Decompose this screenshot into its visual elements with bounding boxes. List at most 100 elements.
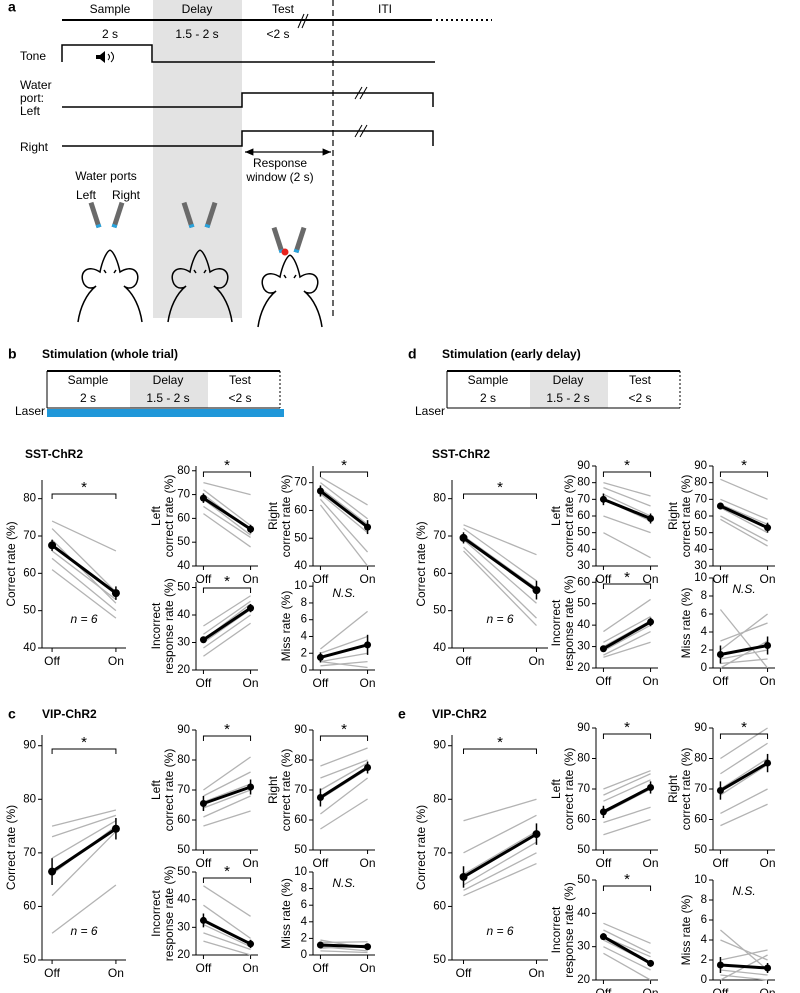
x-tick-label: On: [760, 674, 776, 688]
significance-bracket: [463, 493, 537, 499]
group-title: VIP-ChR2: [432, 707, 487, 721]
individual-line: [51, 550, 117, 600]
individual-line: [463, 550, 537, 627]
duration: <2 s: [228, 391, 251, 405]
y-tick-label: 40: [433, 642, 446, 654]
x-tick-label: On: [360, 572, 376, 586]
x-tick-label: Off: [196, 676, 212, 690]
y-axis-label: Incorrect: [149, 889, 163, 936]
mean-point: [199, 800, 207, 807]
y-tick-label: 80: [294, 754, 307, 766]
phase: Sample: [90, 2, 131, 16]
x-tick-label: Off: [713, 856, 729, 870]
y-tick-label: 70: [433, 530, 446, 542]
individual-line: [320, 941, 368, 944]
individual-line: [603, 630, 651, 656]
x-tick-label: Off: [596, 674, 612, 688]
significance-bracket: [463, 748, 537, 754]
individual-line: [203, 904, 251, 939]
phase: ITI: [378, 2, 392, 16]
port: [271, 226, 285, 254]
y-tick-label: 70: [23, 847, 36, 859]
y-tick-label: 8: [701, 590, 707, 602]
significance: *: [497, 734, 503, 751]
y-axis-label: response rate (%): [562, 575, 576, 670]
mean-line: [719, 504, 769, 530]
individual-line: [203, 783, 251, 803]
y-tick-label: 60: [577, 510, 590, 522]
individual-line: [720, 498, 768, 520]
significance-bracket: [602, 733, 652, 739]
port: [293, 226, 307, 254]
y-tick-label: 90: [177, 724, 190, 736]
individual-line: [203, 810, 251, 827]
individual-line: [603, 616, 651, 643]
x-tick-label: On: [360, 961, 376, 975]
mean-point: [247, 940, 255, 948]
mean-point: [247, 783, 255, 791]
significance: N.S.: [732, 582, 755, 596]
individual-line: [320, 950, 368, 954]
y-axis-label: Correct rate (%): [414, 521, 428, 606]
individual-line: [203, 489, 251, 527]
individual-line: [51, 569, 117, 619]
y-tick-label: 80: [177, 754, 190, 766]
y-axis-label: response rate (%): [162, 866, 176, 961]
x-tick-label: On: [243, 961, 259, 975]
x-tick-label: On: [108, 654, 124, 668]
individual-line: [720, 939, 768, 961]
individual-line: [720, 613, 768, 651]
y-tick-label: 40: [294, 560, 307, 572]
mean-point: [48, 867, 57, 876]
individual-line: [203, 789, 251, 809]
mean-point: [364, 764, 372, 771]
x-tick-label: Off: [596, 572, 612, 586]
x-tick-label: On: [108, 966, 124, 980]
y-tick-label: 80: [577, 753, 590, 765]
y-tick-label: 30: [177, 921, 190, 933]
y-tick-label: 60: [294, 504, 307, 516]
y-tick-label: 50: [23, 605, 36, 617]
y-tick-label: 20: [177, 664, 190, 676]
phase: Test: [229, 373, 252, 387]
x-tick-label: Off: [713, 986, 729, 993]
individual-line: [320, 482, 368, 520]
significance: *: [497, 479, 503, 496]
y-tick-label: 50: [577, 598, 590, 610]
y-tick-label: 70: [433, 847, 446, 859]
mean-point: [716, 961, 724, 969]
group-title: SST-ChR2: [25, 447, 83, 461]
significance-bracket: [202, 587, 252, 593]
individual-line: [720, 974, 768, 981]
x-tick-label: Off: [713, 572, 729, 586]
phase: Delay: [182, 2, 213, 16]
significance-bracket: [202, 735, 252, 741]
y-tick-label: 40: [577, 619, 590, 631]
mean-line: [602, 497, 652, 520]
significance-bracket: [202, 877, 252, 883]
mean-line: [720, 963, 768, 970]
individual-line: [203, 614, 251, 649]
significance-bracket: [602, 471, 652, 477]
mean-line: [720, 644, 768, 656]
significance-bracket: [319, 471, 369, 477]
individual-line: [320, 635, 368, 654]
mean-point: [111, 589, 120, 598]
individual-line: [319, 504, 369, 567]
delay-shade: [130, 371, 208, 408]
tone-trace: [61, 44, 435, 63]
individual-line: [203, 595, 251, 627]
y-axis-label: Miss rate (%): [279, 878, 293, 949]
individual-line: [720, 949, 768, 961]
row-label: Tone: [20, 49, 46, 63]
mean-point: [199, 494, 207, 502]
y-tick-label: 40: [177, 609, 190, 621]
y-axis-label: correct rate (%): [562, 748, 576, 831]
individual-line: [319, 498, 369, 553]
x-tick-label: Off: [44, 966, 60, 980]
individual-line: [320, 660, 368, 669]
y-tick-label: 70: [177, 489, 190, 501]
x-tick-label: On: [243, 676, 259, 690]
individual-line: [51, 814, 117, 838]
mean-point: [599, 808, 607, 816]
